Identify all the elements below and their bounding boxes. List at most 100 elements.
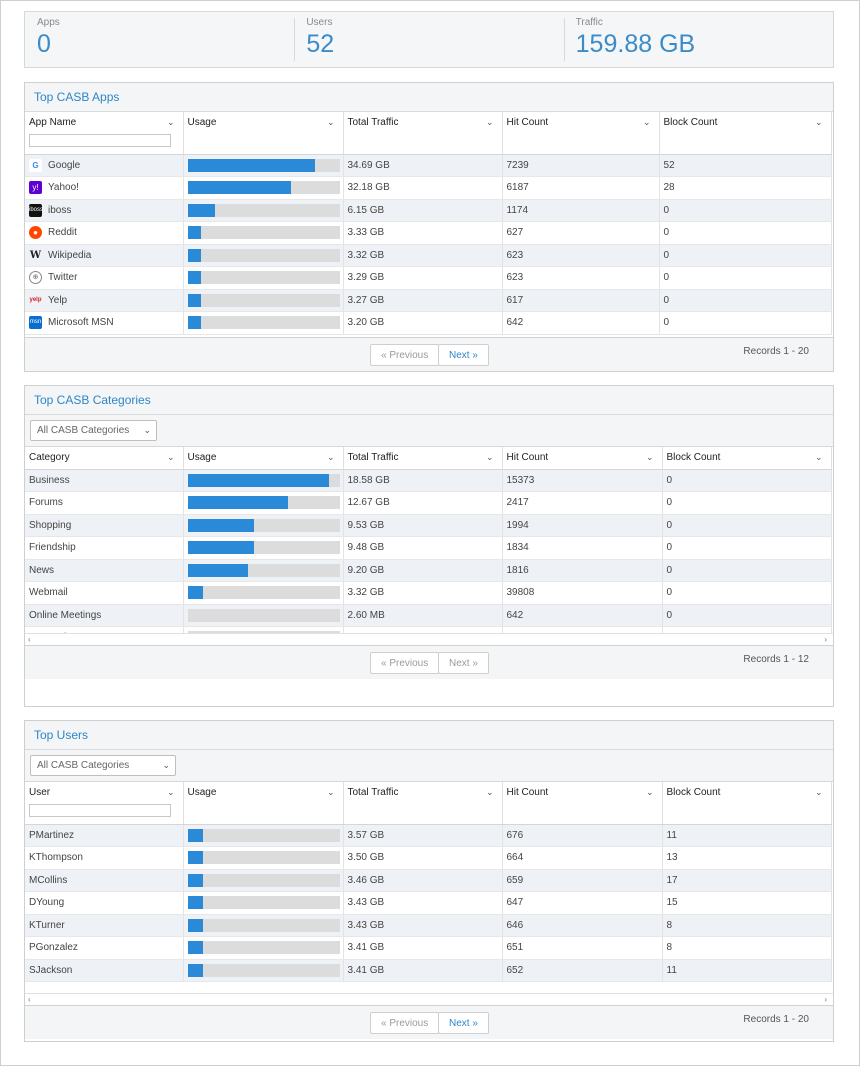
chevron-down-icon[interactable]: ⌄ [814, 452, 823, 462]
chevron-down-icon[interactable]: ⌄ [645, 452, 654, 462]
horizontal-scrollbar[interactable]: ‹ › [25, 993, 833, 1005]
table-row[interactable]: KTurner 3.43 GB 646 8 [25, 914, 832, 937]
top-apps-panel: Top CASB Apps App Name ⌄ Usage ⌄ Total Tra… [24, 82, 834, 372]
table-row[interactable]: KThompson 3.50 GB 664 13 [25, 846, 832, 870]
column-header-usage[interactable]: Usage ⌄ [183, 112, 344, 155]
row-name: Webmail [29, 587, 68, 599]
table-row[interactable]: PMartinez 3.57 GB 676 11 [25, 824, 832, 847]
usage-cell [183, 514, 344, 537]
chevron-down-icon[interactable]: ⌄ [166, 452, 175, 462]
category-filter-select[interactable]: All CASB Categories ⌄ [30, 420, 157, 441]
previous-button[interactable]: « Previous [370, 1012, 440, 1034]
column-header-user[interactable]: User ⌄ [25, 782, 184, 825]
column-header-usage[interactable]: Usage ⌄ [183, 447, 344, 470]
records-count: Records 1 - 12 [743, 654, 809, 665]
row-name: Business [29, 474, 70, 486]
column-header-hit-count[interactable]: Hit Count ⌄ [502, 112, 660, 155]
traffic-cell: 34.69 GB [343, 154, 503, 177]
column-header-block-count[interactable]: Block Count ⌄ [659, 112, 832, 155]
traffic-cell: 3.43 GB [343, 891, 503, 915]
row-name: News [29, 564, 55, 576]
table-row[interactable]: PGonzalez 3.41 GB 651 8 [25, 936, 832, 960]
table-row[interactable]: msn Microsoft MSN 3.20 GB 642 0 [25, 311, 832, 335]
user-filter-input[interactable] [29, 804, 171, 817]
column-header-block-count[interactable]: Block Count ⌄ [662, 782, 832, 825]
panel-title: Top CASB Categories [25, 386, 833, 415]
chevron-down-icon[interactable]: ⌄ [814, 787, 823, 797]
table-row[interactable]: iboss iboss 6.15 GB 1174 0 [25, 199, 832, 222]
column-header-app-name[interactable]: App Name ⌄ [25, 112, 184, 155]
chevron-down-icon[interactable]: ⌄ [326, 117, 335, 127]
name-cell: Shopping [25, 514, 184, 537]
name-cell: Business [25, 469, 184, 492]
column-header-total-traffic[interactable]: Total Traffic ⌄ [343, 782, 503, 825]
usage-bar-fill [187, 918, 203, 932]
traffic-cell: 18.58 GB [343, 469, 503, 492]
scroll-left-icon[interactable]: ‹ [28, 995, 31, 1004]
usage-bar-fill [187, 158, 316, 172]
table-row[interactable]: Friendship 9.48 GB 1834 0 [25, 536, 832, 560]
table-row[interactable]: SJackson 3.41 GB 652 11 [25, 959, 832, 982]
usage-cell [183, 559, 344, 582]
usage-cell [183, 626, 344, 633]
table-row[interactable]: Messaging 1.68 MB5840 [25, 626, 832, 633]
column-header-total-traffic[interactable]: Total Traffic ⌄ [343, 447, 503, 470]
table-row[interactable]: yelp Yelp 3.27 GB 617 0 [25, 289, 832, 312]
chevron-down-icon[interactable]: ⌄ [166, 117, 175, 127]
chevron-down-icon[interactable]: ⌄ [485, 452, 494, 462]
table-row[interactable]: ⊕ Twitter 3.29 GB 623 0 [25, 266, 832, 290]
column-header-category[interactable]: Category ⌄ [25, 447, 184, 470]
chevron-down-icon[interactable]: ⌄ [326, 452, 335, 462]
table-row[interactable]: Business 18.58 GB 15373 0 [25, 469, 832, 492]
previous-button[interactable]: « Previous [370, 344, 440, 366]
table-row[interactable]: DYoung 3.43 GB 647 15 [25, 891, 832, 915]
yelp-icon: yelp [29, 296, 42, 303]
usage-bar-fill [187, 851, 203, 865]
column-header-total-traffic[interactable]: Total Traffic ⌄ [343, 112, 503, 155]
users-table: User ⌄ Usage ⌄ Total Traffic ⌄ Hit Count ⌄ B… [25, 782, 832, 982]
traffic-cell: 3.46 GB [343, 869, 503, 892]
scroll-right-icon[interactable]: › [824, 635, 827, 644]
block-count-cell: 0 [662, 536, 832, 560]
chevron-down-icon[interactable]: ⌄ [166, 787, 175, 797]
table-row[interactable]: MCollins 3.46 GB 659 17 [25, 869, 832, 892]
table-row[interactable]: y! Yahoo! 32.18 GB 6187 28 [25, 176, 832, 200]
table-row[interactable]: Forums 12.67 GB 2417 0 [25, 491, 832, 515]
table-row[interactable]: ● Reddit 3.33 GB 627 0 [25, 221, 832, 245]
chevron-down-icon[interactable]: ⌄ [485, 787, 494, 797]
next-button[interactable]: Next » [438, 1012, 489, 1034]
table-row[interactable]: Online Meetings 2.60 MB 642 0 [25, 604, 832, 627]
chevron-down-icon[interactable]: ⌄ [814, 117, 823, 127]
column-header-block-count[interactable]: Block Count ⌄ [662, 447, 832, 470]
table-row[interactable]: News 9.20 GB 1816 0 [25, 559, 832, 582]
scroll-right-icon[interactable]: › [824, 995, 827, 1004]
usage-bar-fill [187, 496, 288, 510]
column-header-usage[interactable]: Usage ⌄ [183, 782, 344, 825]
traffic-cell: 3.29 GB [343, 266, 503, 290]
app-name-filter-input[interactable] [29, 134, 171, 147]
name-cell: iboss iboss [25, 199, 184, 222]
usage-bar [187, 293, 340, 307]
table-row[interactable]: G Google 34.69 GB 7239 52 [25, 154, 832, 177]
scroll-left-icon[interactable]: ‹ [28, 635, 31, 644]
usage-cell [183, 199, 344, 222]
usage-cell [183, 936, 344, 960]
user-category-filter-select[interactable]: All CASB Categories ⌄ [30, 755, 176, 776]
previous-button[interactable]: « Previous [370, 652, 440, 674]
table-row[interactable]: W Wikipedia 3.32 GB 623 0 [25, 244, 832, 267]
usage-bar [187, 873, 340, 887]
table-row[interactable]: Webmail 3.32 GB 39808 0 [25, 581, 832, 605]
next-button[interactable]: Next » [438, 652, 489, 674]
next-button[interactable]: Next » [438, 344, 489, 366]
block-count-cell: 13 [662, 846, 832, 870]
table-row[interactable]: Shopping 9.53 GB 1994 0 [25, 514, 832, 537]
hit-count-cell: 627 [502, 221, 660, 245]
chevron-down-icon[interactable]: ⌄ [326, 787, 335, 797]
column-header-hit-count[interactable]: Hit Count ⌄ [502, 782, 663, 825]
chevron-down-icon[interactable]: ⌄ [645, 787, 654, 797]
horizontal-scrollbar[interactable]: ‹ › [25, 633, 833, 645]
chevron-down-icon[interactable]: ⌄ [485, 117, 494, 127]
column-header-hit-count[interactable]: Hit Count ⌄ [502, 447, 663, 470]
usage-cell [183, 176, 344, 200]
chevron-down-icon[interactable]: ⌄ [642, 117, 651, 127]
